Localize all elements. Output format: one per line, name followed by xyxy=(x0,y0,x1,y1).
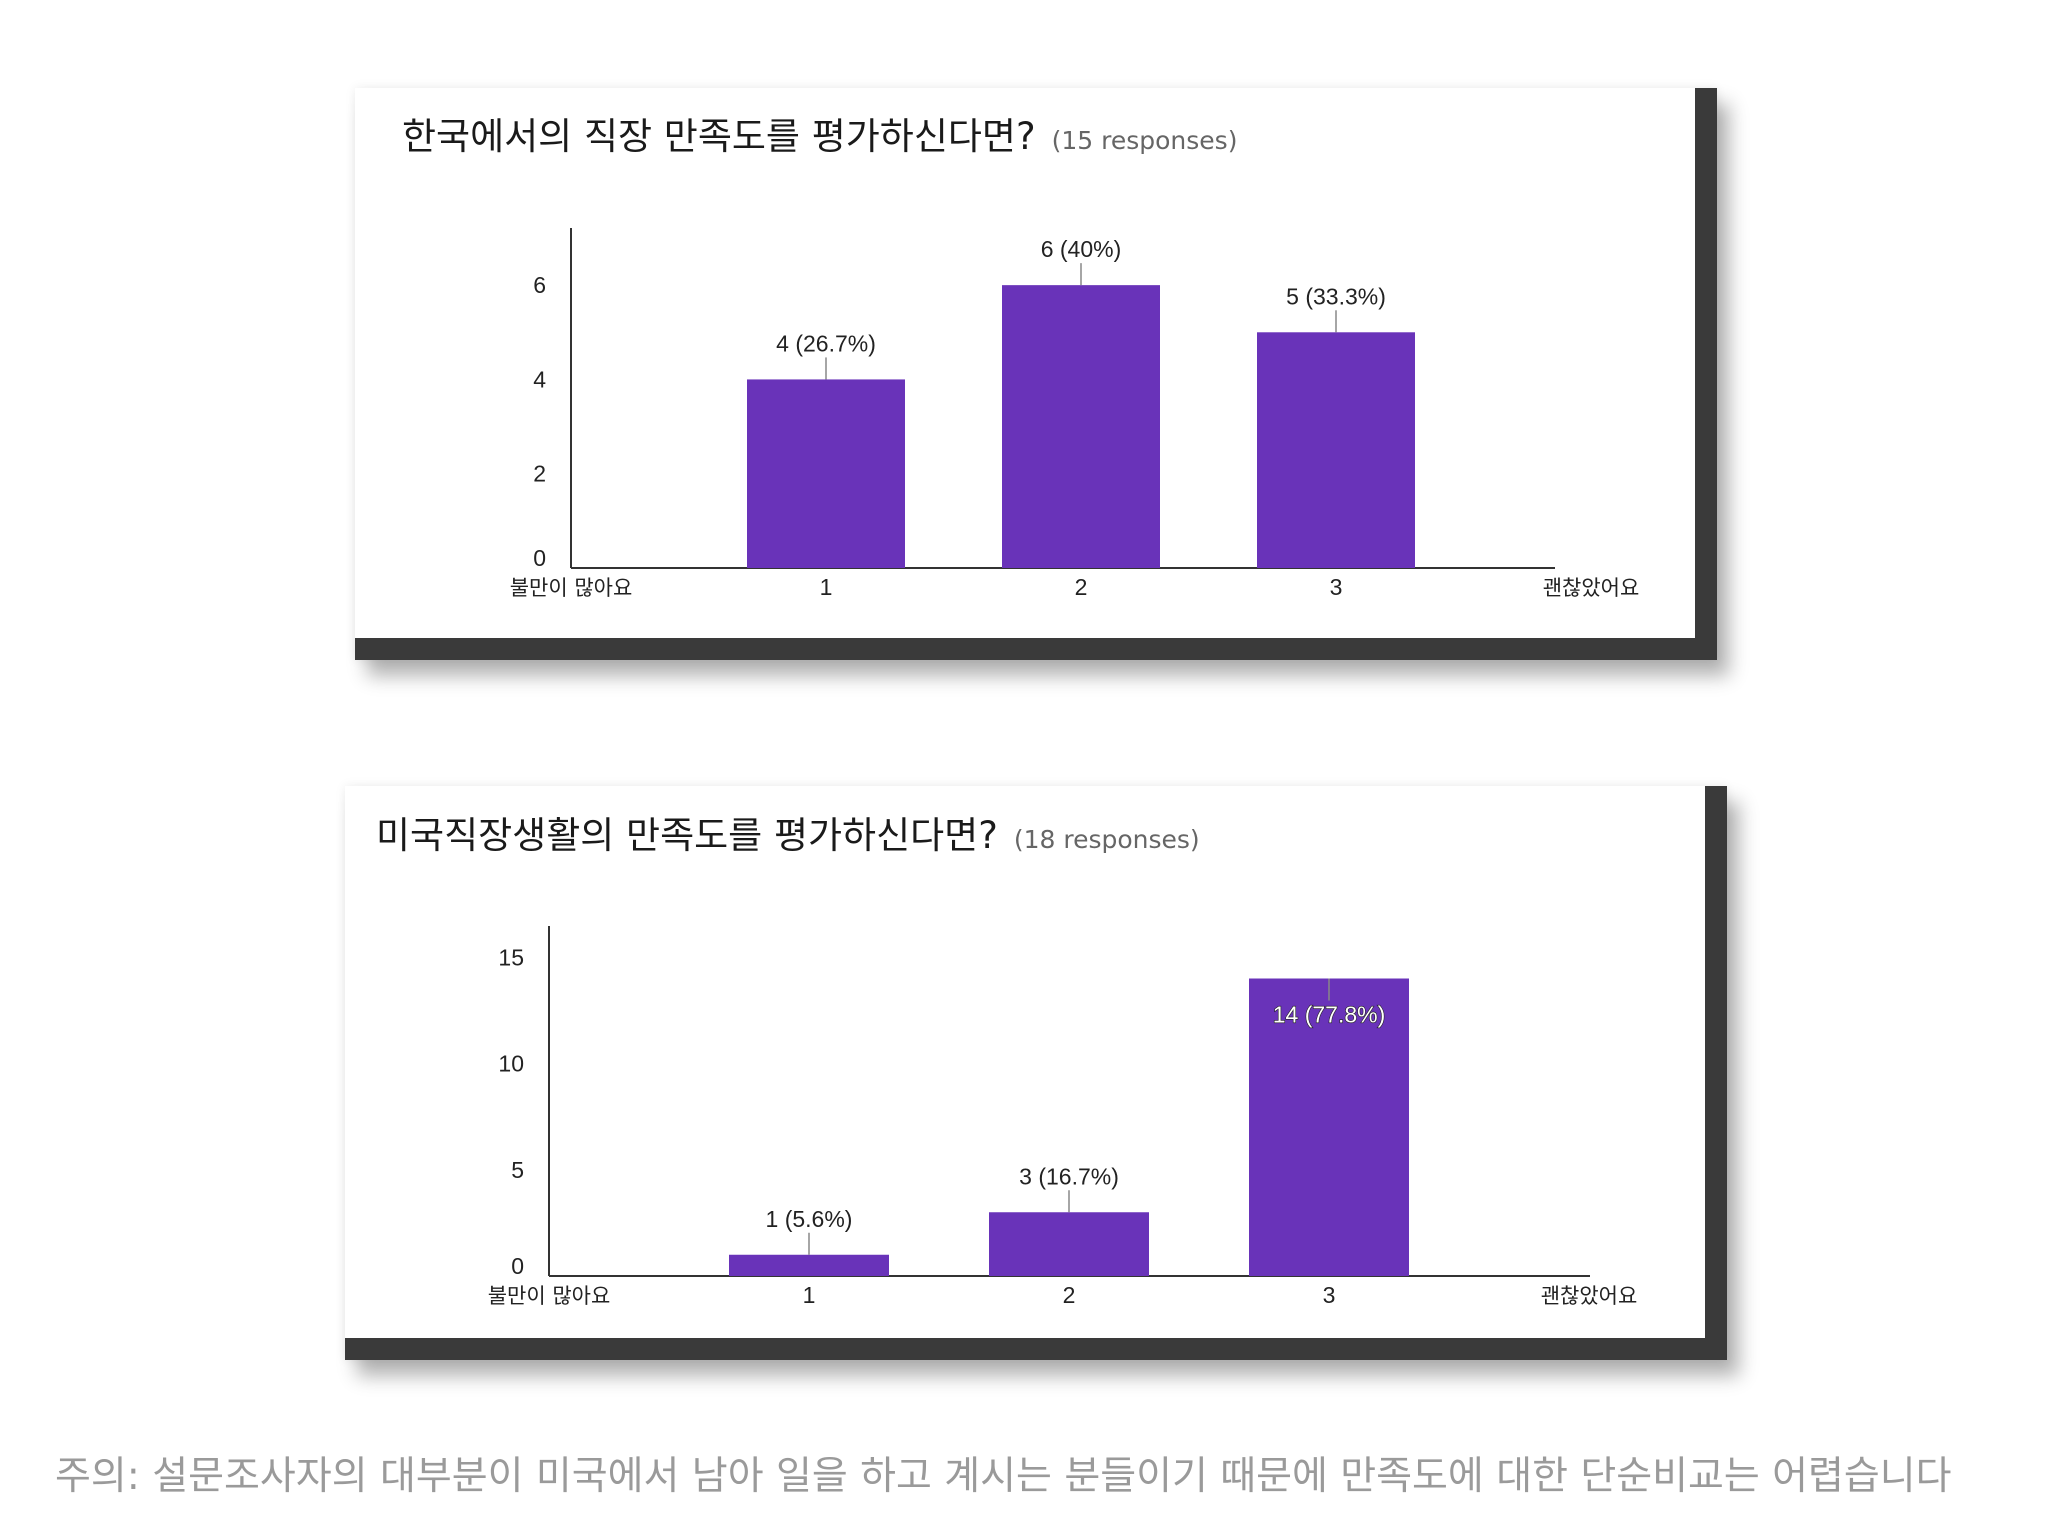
x-max-label: 괜찮았어요 xyxy=(1543,576,1640,600)
x-tick-label: 1 xyxy=(820,574,833,600)
x-max-label: 괜찮았어요 xyxy=(1541,1284,1638,1308)
question-text: 미국직장생활의 만족도를 평가하신다면? xyxy=(376,814,998,857)
x-tick-label: 2 xyxy=(1063,1282,1076,1308)
bar xyxy=(1257,332,1415,568)
x-tick-label: 3 xyxy=(1330,574,1343,600)
bar xyxy=(989,1212,1149,1276)
x-tick-label: 2 xyxy=(1075,574,1088,600)
data-label: 4 (26.7%) xyxy=(776,330,876,356)
x-min-label: 불만이 많아요 xyxy=(510,576,633,600)
bar xyxy=(747,379,905,568)
y-tick-label: 10 xyxy=(498,1051,524,1077)
response-count: (15 responses) xyxy=(1051,126,1238,155)
x-tick-label: 3 xyxy=(1323,1282,1336,1308)
chart-card-usa: 미국직장생활의 만족도를 평가하신다면? (18 responses) 0 5 10… xyxy=(345,786,1727,1360)
y-tick-label: 0 xyxy=(511,1253,524,1279)
footnote-text: 주의: 설문조사자의 대부분이 미국에서 남아 일을 하고 계시는 분들이기 때… xyxy=(55,1454,1952,1499)
question-text: 한국에서의 직장 만족도를 평가하신다면? xyxy=(402,115,1036,158)
y-tick-label: 6 xyxy=(533,272,546,298)
y-tick-label: 15 xyxy=(498,944,524,970)
bar xyxy=(1249,978,1409,1276)
bar-chart-korea: 0 2 4 6 불만이 많아요 괜찮았어요 1 4 (26.7%) 2 6 (40%) 3 5 (33… xyxy=(510,228,1640,600)
data-label: 6 (40%) xyxy=(1041,236,1122,262)
chart-card-korea: 한국에서의 직장 만족도를 평가하신다면? (15 responses) 0 2 4… xyxy=(355,88,1717,660)
y-tick-label: 0 xyxy=(533,545,546,571)
y-tick-label: 5 xyxy=(511,1157,524,1183)
response-count: (18 responses) xyxy=(1013,825,1200,854)
y-tick-label: 2 xyxy=(533,461,546,487)
chart-title-usa: 미국직장생활의 만족도를 평가하신다면? (18 responses) xyxy=(376,805,1200,859)
x-min-label: 불만이 많아요 xyxy=(488,1284,611,1308)
data-label: 1 (5.6%) xyxy=(766,1206,853,1232)
data-label: 3 (16.7%) xyxy=(1019,1163,1119,1189)
chart-title-korea: 한국에서의 직장 만족도를 평가하신다면? (15 responses) xyxy=(402,106,1237,160)
bar xyxy=(729,1254,889,1276)
data-label: 5 (33.3%) xyxy=(1286,283,1386,309)
bar xyxy=(1002,285,1160,568)
data-label: 14 (77.8%) xyxy=(1273,1002,1386,1028)
x-tick-label: 1 xyxy=(803,1282,816,1308)
bar-chart-usa: 0 5 10 15 불만이 많아요 괜찮았어요 1 1 (5.6%) 2 3 (16.7%) 3 14… xyxy=(488,926,1638,1308)
y-tick-label: 4 xyxy=(533,366,546,392)
